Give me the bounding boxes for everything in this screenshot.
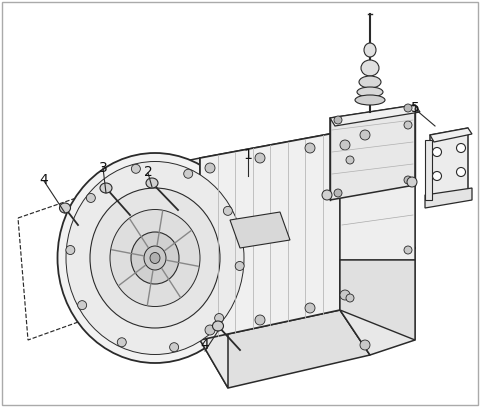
Ellipse shape	[407, 177, 417, 187]
Ellipse shape	[364, 43, 376, 57]
Ellipse shape	[223, 206, 232, 215]
Ellipse shape	[131, 232, 179, 284]
Ellipse shape	[78, 301, 87, 310]
Ellipse shape	[334, 116, 342, 124]
Ellipse shape	[117, 338, 126, 347]
Ellipse shape	[346, 156, 354, 164]
Ellipse shape	[305, 303, 315, 313]
Ellipse shape	[322, 190, 332, 200]
Ellipse shape	[205, 163, 215, 173]
Ellipse shape	[432, 147, 442, 157]
Text: 1: 1	[243, 148, 252, 162]
Text: 4: 4	[201, 338, 209, 352]
Ellipse shape	[213, 321, 224, 331]
Ellipse shape	[60, 203, 71, 213]
Ellipse shape	[334, 189, 342, 197]
Ellipse shape	[255, 153, 265, 163]
Ellipse shape	[404, 246, 412, 254]
Polygon shape	[112, 158, 220, 358]
Ellipse shape	[359, 76, 381, 88]
Ellipse shape	[150, 252, 160, 263]
Ellipse shape	[432, 171, 442, 180]
Ellipse shape	[215, 313, 224, 323]
Ellipse shape	[346, 294, 354, 302]
Ellipse shape	[360, 340, 370, 350]
Polygon shape	[230, 212, 290, 248]
Text: 3: 3	[98, 161, 108, 175]
Polygon shape	[425, 140, 432, 200]
Ellipse shape	[110, 210, 200, 306]
Ellipse shape	[456, 144, 466, 153]
Ellipse shape	[169, 343, 179, 352]
Ellipse shape	[144, 246, 166, 270]
Polygon shape	[200, 132, 370, 205]
Ellipse shape	[355, 95, 385, 105]
Ellipse shape	[340, 290, 350, 300]
Text: 4: 4	[40, 173, 48, 187]
Ellipse shape	[305, 143, 315, 153]
Ellipse shape	[90, 188, 220, 328]
Ellipse shape	[86, 193, 96, 202]
Ellipse shape	[404, 104, 412, 112]
Ellipse shape	[205, 325, 215, 335]
Ellipse shape	[66, 162, 244, 354]
Ellipse shape	[404, 176, 412, 184]
Ellipse shape	[357, 87, 383, 97]
Ellipse shape	[340, 140, 350, 150]
Polygon shape	[340, 118, 415, 260]
Text: 2: 2	[144, 165, 152, 179]
Ellipse shape	[255, 315, 265, 325]
Polygon shape	[430, 128, 472, 142]
Ellipse shape	[184, 169, 192, 178]
Polygon shape	[340, 132, 370, 355]
Ellipse shape	[235, 261, 244, 271]
Ellipse shape	[404, 121, 412, 129]
Ellipse shape	[456, 168, 466, 177]
Polygon shape	[340, 118, 415, 355]
Polygon shape	[200, 310, 370, 388]
Ellipse shape	[361, 60, 379, 76]
Ellipse shape	[100, 183, 112, 193]
Polygon shape	[200, 158, 228, 388]
Polygon shape	[430, 128, 468, 198]
Ellipse shape	[58, 153, 252, 363]
Polygon shape	[330, 105, 415, 200]
Text: 5: 5	[410, 101, 420, 115]
Ellipse shape	[132, 164, 140, 173]
Ellipse shape	[360, 130, 370, 140]
Polygon shape	[425, 188, 472, 208]
Polygon shape	[200, 132, 340, 340]
Polygon shape	[340, 260, 415, 340]
Ellipse shape	[146, 178, 158, 188]
Ellipse shape	[66, 245, 75, 254]
Polygon shape	[330, 105, 420, 126]
